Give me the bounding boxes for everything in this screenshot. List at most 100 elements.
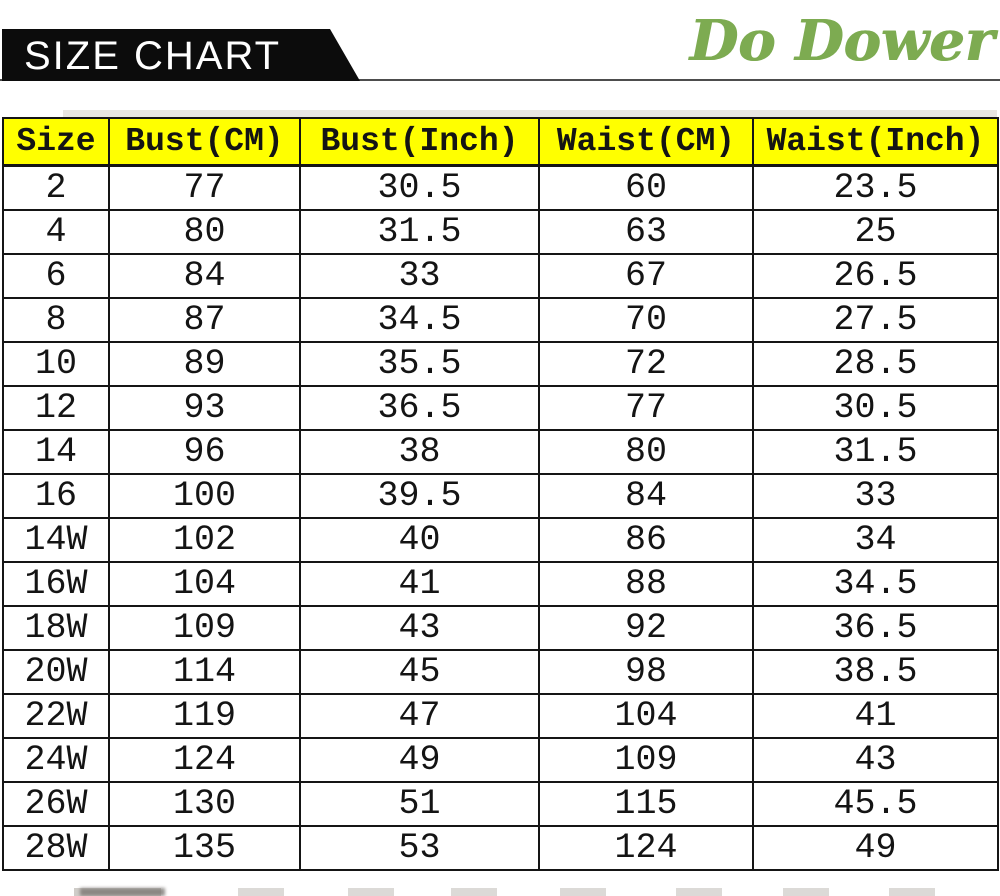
table-row: 18W 109 43 92 36.5	[2, 605, 999, 651]
table-cell: 39.5	[299, 473, 540, 519]
table-row: 14W 102 40 86 34	[2, 517, 999, 563]
table-cell: 72	[538, 341, 754, 387]
table-cell: 102	[108, 517, 301, 563]
table-cell: 77	[538, 385, 754, 431]
table-cell: 119	[108, 693, 301, 739]
table-cell: 124	[538, 825, 754, 871]
table-cell: 28.5	[752, 341, 999, 387]
table-cell: 93	[108, 385, 301, 431]
table-cell: 84	[108, 253, 301, 299]
table-cell: 49	[752, 825, 999, 871]
table-cell: 80	[108, 209, 301, 255]
table-cell: 14	[2, 429, 110, 475]
table-cell: 89	[108, 341, 301, 387]
table-cell: 115	[538, 781, 754, 827]
table-cell: 41	[299, 561, 540, 607]
table-cell: 43	[752, 737, 999, 783]
table-cell: 67	[538, 253, 754, 299]
table-cell: 100	[108, 473, 301, 519]
table-cell: 88	[538, 561, 754, 607]
table-cell: 49	[299, 737, 540, 783]
column-header-size: Size	[2, 117, 110, 167]
table-cell: 4	[2, 209, 110, 255]
column-header-bust-cm: Bust(CM)	[108, 117, 301, 167]
table-cell: 96	[108, 429, 301, 475]
table-cell: 16W	[2, 561, 110, 607]
table-cell: 41	[752, 693, 999, 739]
table-cell: 38	[299, 429, 540, 475]
table-cell: 10	[2, 341, 110, 387]
table-cell: 2	[2, 164, 110, 211]
table-row: 20W 114 45 98 38.5	[2, 649, 999, 695]
table-cell: 8	[2, 297, 110, 343]
table-cell: 27.5	[752, 297, 999, 343]
table-cell: 16	[2, 473, 110, 519]
table-cell: 135	[108, 825, 301, 871]
pre-table-artifact-strip	[63, 110, 997, 117]
table-cell: 77	[108, 164, 301, 211]
table-cell: 33	[752, 473, 999, 519]
header-rule-line	[0, 79, 1000, 81]
table-row: 4 80 31.5 63 25	[2, 209, 999, 255]
table-cell: 31.5	[299, 209, 540, 255]
table-cell: 53	[299, 825, 540, 871]
table-cell: 34.5	[752, 561, 999, 607]
table-cell: 87	[108, 297, 301, 343]
table-row: 12 93 36.5 77 30.5	[2, 385, 999, 431]
table-cell: 104	[108, 561, 301, 607]
table-cell: 60	[538, 164, 754, 211]
table-cell: 35.5	[299, 341, 540, 387]
table-cell: 33	[299, 253, 540, 299]
table-cell: 12	[2, 385, 110, 431]
column-header-waist-inch: Waist(Inch)	[752, 117, 999, 167]
table-row: 2 77 30.5 60 23.5	[2, 164, 999, 211]
table-cell: 40	[299, 517, 540, 563]
table-cell: 109	[108, 605, 301, 651]
cutoff-text-smudge	[80, 888, 165, 896]
table-row: 14 96 38 80 31.5	[2, 429, 999, 475]
table-row: 10 89 35.5 72 28.5	[2, 341, 999, 387]
table-cell: 98	[538, 649, 754, 695]
table-cell: 20W	[2, 649, 110, 695]
table-cell: 45.5	[752, 781, 999, 827]
table-cell: 30.5	[299, 164, 540, 211]
size-chart-banner: SIZE CHART	[2, 29, 360, 81]
table-cell: 28W	[2, 825, 110, 871]
table-cell: 124	[108, 737, 301, 783]
table-cell: 23.5	[752, 164, 999, 211]
column-header-bust-inch: Bust(Inch)	[299, 117, 540, 167]
table-cell: 26.5	[752, 253, 999, 299]
table-cell: 18W	[2, 605, 110, 651]
table-cell: 31.5	[752, 429, 999, 475]
table-cell: 84	[538, 473, 754, 519]
table-cell: 47	[299, 693, 540, 739]
cutoff-row-artifact	[0, 888, 1000, 896]
table-cell: 25	[752, 209, 999, 255]
table-row: 22W 119 47 104 41	[2, 693, 999, 739]
banner-title: SIZE CHART	[24, 34, 282, 78]
table-cell: 92	[538, 605, 754, 651]
table-row: 24W 124 49 109 43	[2, 737, 999, 783]
table-row: 16 100 39.5 84 33	[2, 473, 999, 519]
table-cell: 6	[2, 253, 110, 299]
size-table: Size Bust(CM) Bust(Inch) Waist(CM) Waist…	[2, 117, 999, 871]
table-cell: 30.5	[752, 385, 999, 431]
table-row: 16W 104 41 88 34.5	[2, 561, 999, 607]
table-row: 28W 135 53 124 49	[2, 825, 999, 871]
table-cell: 34	[752, 517, 999, 563]
table-cell: 43	[299, 605, 540, 651]
size-table-header-row: Size Bust(CM) Bust(Inch) Waist(CM) Waist…	[2, 117, 999, 167]
table-cell: 63	[538, 209, 754, 255]
brand-logo: Do Dower	[689, 8, 994, 74]
table-cell: 34.5	[299, 297, 540, 343]
table-cell: 45	[299, 649, 540, 695]
table-cell: 114	[108, 649, 301, 695]
table-cell: 130	[108, 781, 301, 827]
table-cell: 14W	[2, 517, 110, 563]
table-cell: 36.5	[752, 605, 999, 651]
table-cell: 22W	[2, 693, 110, 739]
table-row: 26W 130 51 115 45.5	[2, 781, 999, 827]
table-cell: 26W	[2, 781, 110, 827]
table-cell: 38.5	[752, 649, 999, 695]
